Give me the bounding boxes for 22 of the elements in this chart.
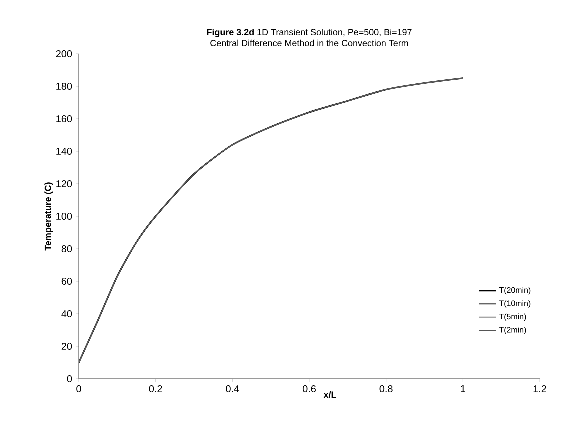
x-tick-label: 0 [76,386,82,393]
chart-title: Figure 3.2d 1D Transient Solution, Pe=500, Bi=197 [207,28,412,38]
y-tick-label: 0 [67,375,72,383]
chart-subtitle: Central Difference Method in the Convection Term [210,40,408,46]
y-tick-label: 160 [56,115,72,123]
x-tick-label: 1 [461,386,466,392]
x-tick-label: 0.6 [302,386,316,393]
y-tick-label: 140 [56,148,72,156]
y-tick-label: 80 [62,245,72,253]
y-tick-label: 120 [56,180,72,188]
x-tick-label: 0.8 [380,386,393,393]
y-tick-label: 40 [62,310,72,318]
x-tick-label: 0.2 [149,386,162,393]
y-axis-title: Temperature (C) [44,182,54,251]
x-tick-label: 0.4 [226,386,240,393]
y-tick-label: 100 [56,212,72,220]
y-tick-label: 20 [62,342,72,350]
y-tick-label: 180 [56,82,72,90]
x-tick-label: 1.2 [534,386,546,392]
y-tick-label: 200 [56,50,72,58]
y-tick-label: 60 [62,278,72,286]
x-axis-title: x/L [324,391,336,398]
